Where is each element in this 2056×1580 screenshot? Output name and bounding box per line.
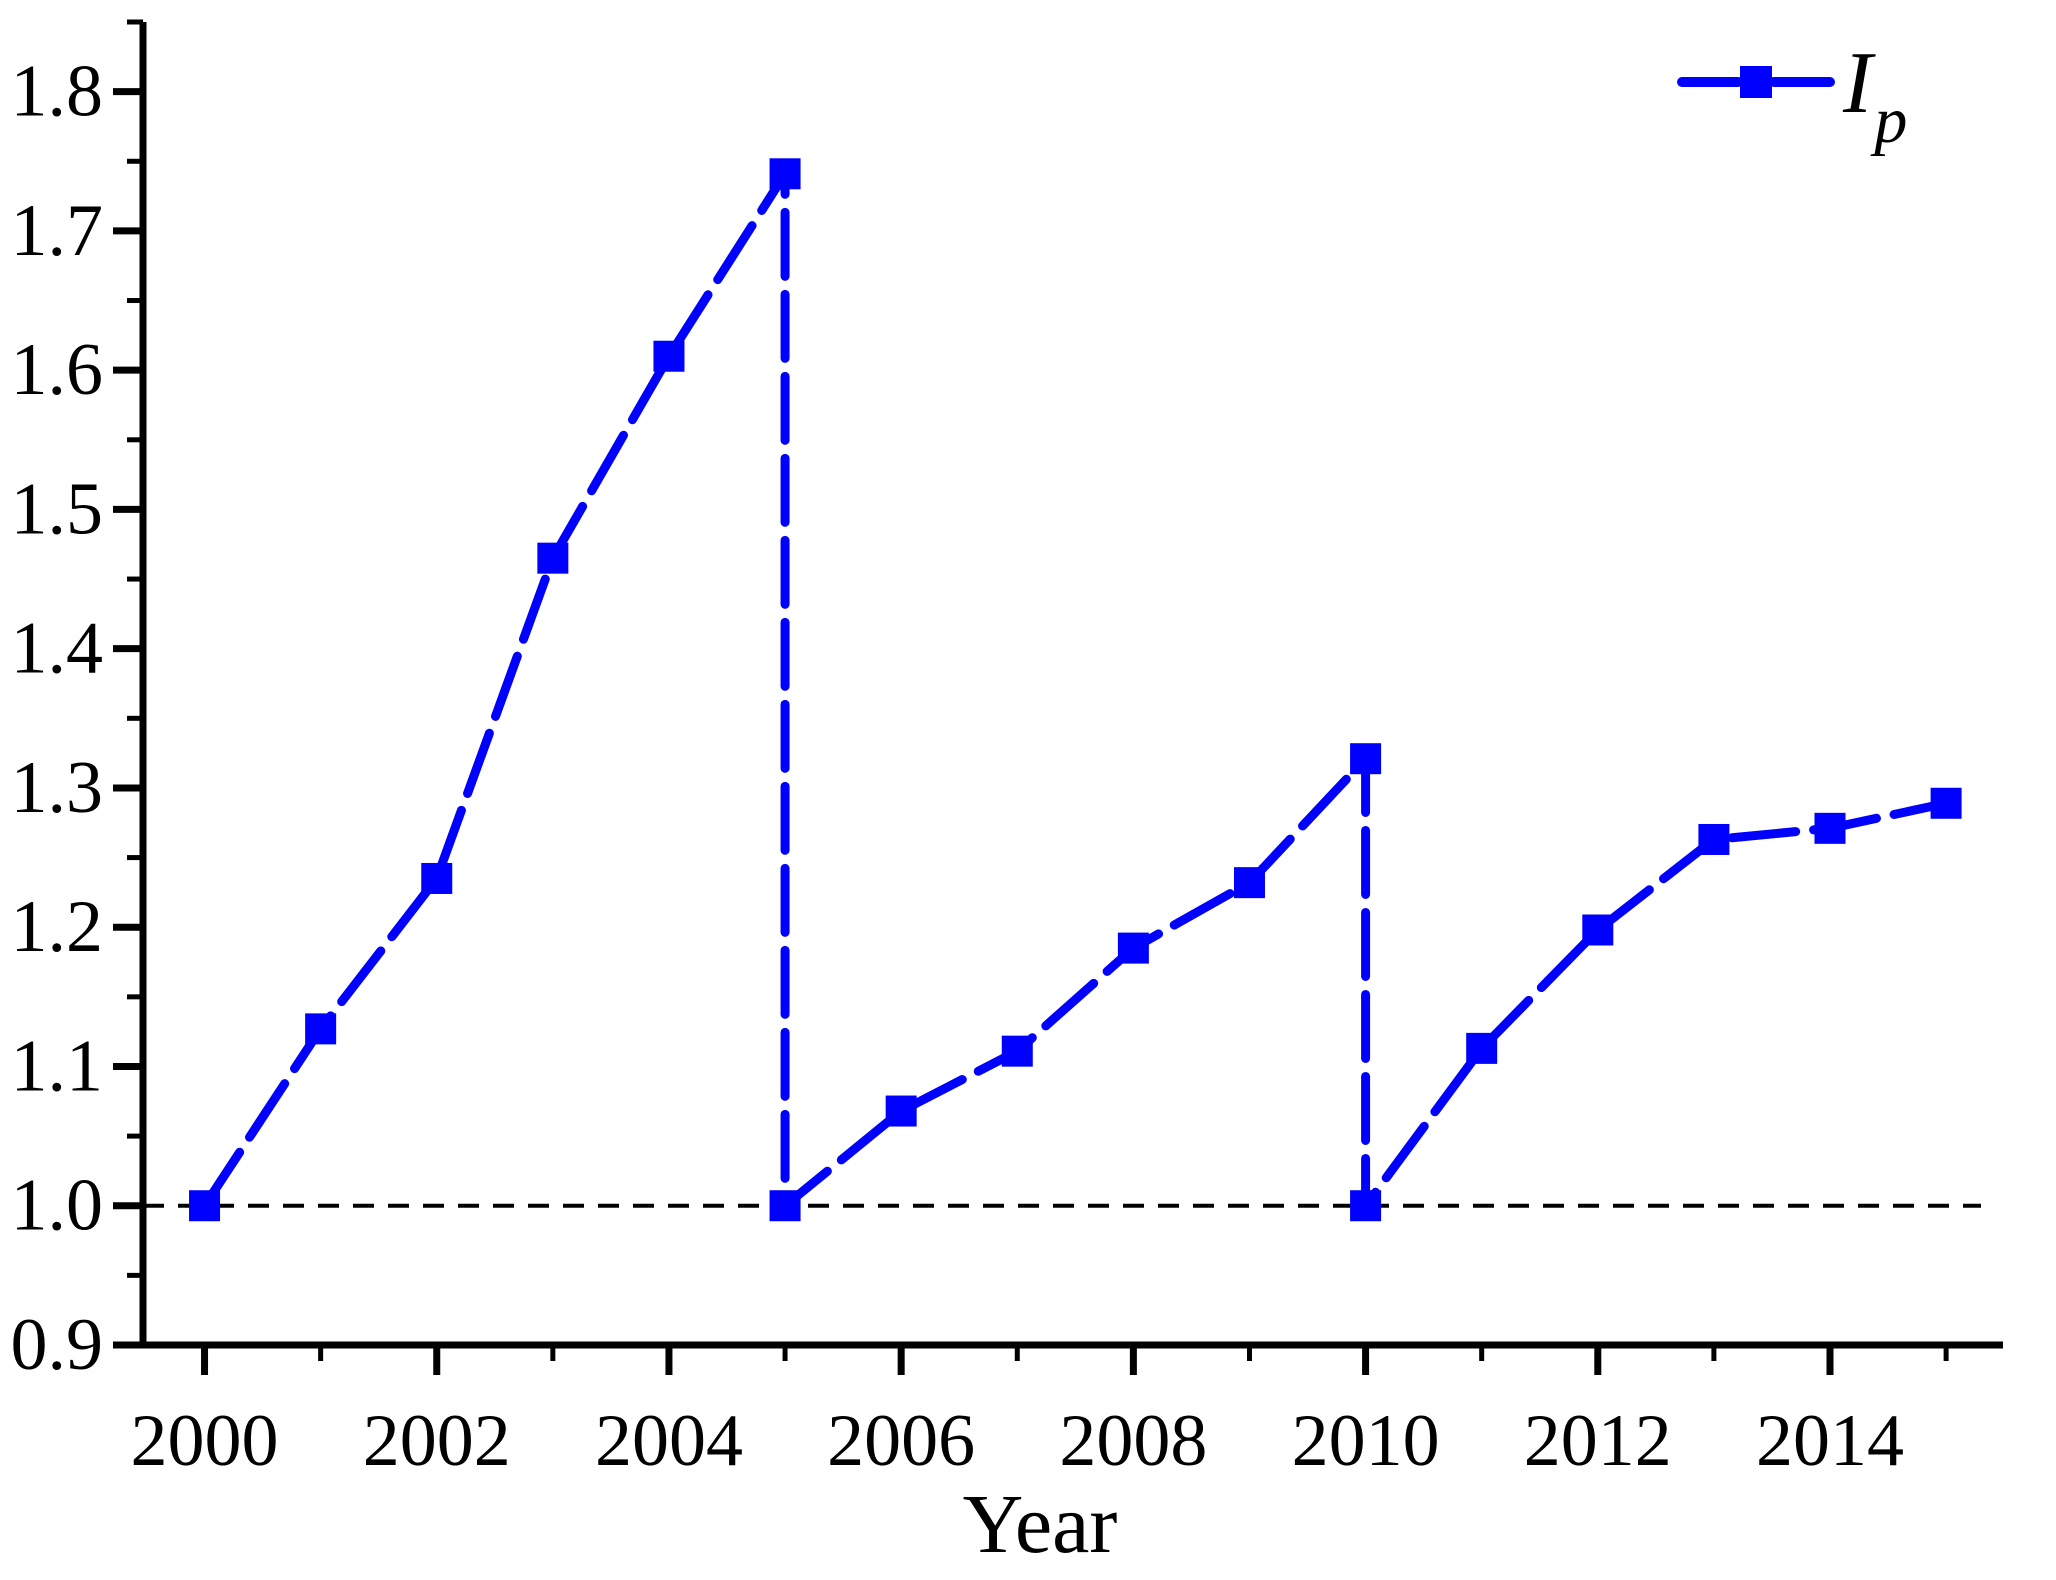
y-tick-label: 1.2 [11,886,104,968]
y-tick-label: 1.6 [11,329,104,411]
data-point-marker [1698,823,1730,855]
y-tick-label: 1.5 [11,468,104,550]
data-point-marker [1466,1032,1498,1064]
y-tick-label: 1.1 [11,1025,104,1107]
legend: Ip [1677,35,1907,157]
data-point-marker [769,1190,801,1222]
data-point-marker [189,1190,221,1222]
y-tick-label: 1.8 [11,51,104,133]
data-point-marker [1117,932,1149,964]
y-tick-label: 1.0 [11,1165,104,1247]
legend-marker-icon [1740,66,1772,98]
data-point-marker [1350,1190,1382,1222]
data-point-marker [421,862,453,894]
y-tick-label: 1.4 [11,608,104,690]
data-point-marker [1930,787,1962,819]
x-tick-label: 2002 [363,1400,511,1482]
data-point-marker [1001,1035,1033,1067]
legend-label-sub: p [1870,84,1907,157]
legend-label: Ip [1842,35,1907,157]
x-tick-label: 2000 [131,1400,279,1482]
data-point-marker [537,542,569,574]
x-tick-label: 2014 [1756,1400,1904,1482]
x-tick-label: 2010 [1292,1400,1440,1482]
y-tick-label: 1.3 [11,747,104,829]
x-tick-label: 2006 [827,1400,975,1482]
series-line [200,169,1951,1211]
x-tick-label: 2008 [1059,1400,1207,1482]
data-point-marker [1582,914,1614,946]
chart-generated-content: 0.9 1.0 1.1 1.2 1.3 1.4 1.5 1.6 1.7 1.8 2000 2002 20… [11,19,2003,1482]
legend-label-main: I [1842,35,1876,132]
data-point-marker [1233,867,1265,899]
x-tick-label: 2004 [595,1400,743,1482]
data-point-marker [1814,812,1846,844]
y-tick-label: 0.9 [11,1304,104,1386]
y-tick-label: 1.7 [11,190,104,272]
data-point-marker [769,158,801,190]
data-point-marker [653,340,685,372]
x-axis-title: Year [963,1478,1118,1571]
data-point-marker [885,1095,917,1127]
data-point-marker [1350,743,1382,775]
data-point-marker [305,1013,337,1045]
x-tick-label: 2012 [1524,1400,1672,1482]
